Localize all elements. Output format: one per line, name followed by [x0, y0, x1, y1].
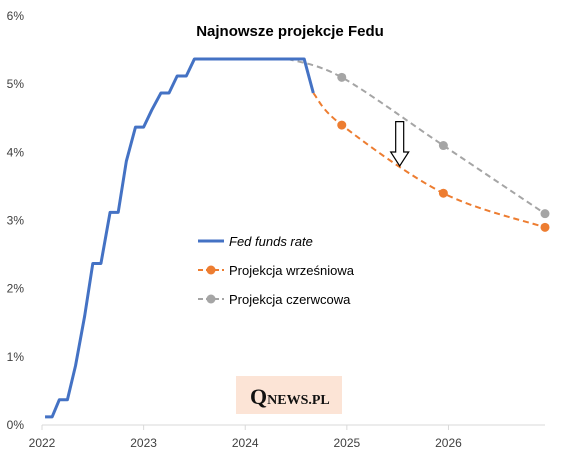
watermark-logo: QNEWS.PL [236, 376, 342, 414]
y-tick-label: 0% [7, 418, 25, 432]
series-line-fed-funds-rate [45, 57, 315, 419]
y-tick-label: 1% [7, 350, 25, 364]
x-tick-label: 2026 [435, 436, 462, 450]
data-point-projekcja-czerwcowa [438, 141, 448, 151]
y-tick-label: 2% [7, 282, 25, 296]
legend-label-fed-funds-rate: Fed funds rate [229, 234, 313, 249]
y-tick-label: 3% [7, 214, 25, 228]
x-axis: 2022 2023 2024 2025 2026 [29, 424, 545, 450]
watermark-text: QNEWS.PL [250, 384, 330, 409]
data-point-projekcja-czerwcowa [540, 209, 550, 219]
x-tick-label: 2022 [29, 436, 56, 450]
series-line-projekcja-wrzesniowa [312, 92, 546, 229]
watermark-background [236, 376, 342, 414]
series-line-projekcja-czerwcowa [287, 57, 546, 215]
x-tick-label: 2025 [333, 436, 360, 450]
data-point-projekcja-wrzesniowa [438, 188, 448, 198]
data-point-projekcja-wrzesniowa [540, 222, 550, 232]
x-tick-label: 2023 [130, 436, 157, 450]
legend-marker-projekcja-czerwcowa [206, 294, 216, 304]
watermark-small: NEWS.PL [267, 393, 330, 408]
data-point-projekcja-czerwcowa [337, 72, 347, 82]
annotation-layer [389, 121, 410, 168]
watermark-big: Q [250, 384, 267, 409]
series-layer [45, 57, 550, 419]
x-tick-label: 2024 [232, 436, 259, 450]
down-arrow-icon [389, 121, 410, 168]
y-tick-label: 6% [7, 9, 25, 23]
y-tick-label: 4% [7, 145, 25, 159]
y-axis: 0% 1% 2% 3% 4% 5% 6% [7, 9, 25, 432]
legend-marker-projekcja-wrzesniowa [206, 265, 216, 275]
legend-label-projekcja-wrzesniowa: Projekcja wrześniowa [229, 263, 355, 278]
legend: Fed funds rate Projekcja wrześniowa Projek… [198, 234, 355, 307]
chart-title: Najnowsze projekcje Fedu [196, 23, 384, 40]
data-point-projekcja-wrzesniowa [337, 120, 347, 130]
legend-label-projekcja-czerwcowa: Projekcja czerwcowa [229, 292, 351, 307]
y-tick-label: 5% [7, 77, 25, 91]
